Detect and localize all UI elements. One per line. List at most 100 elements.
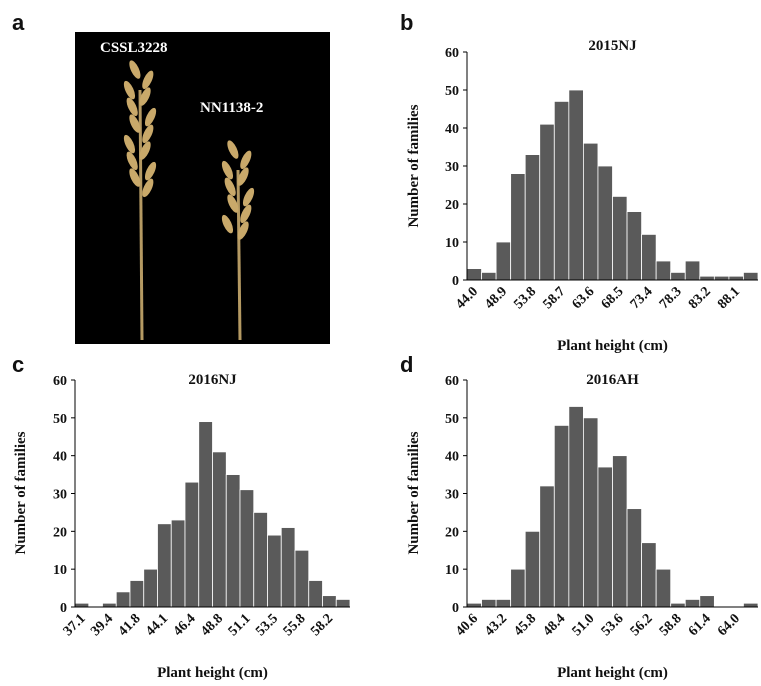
- bar: [157, 523, 172, 608]
- bar: [641, 542, 657, 608]
- x-tick-label: 56.2: [628, 611, 656, 639]
- bar: [583, 417, 599, 608]
- x-tick-label: 46.4: [171, 611, 199, 639]
- pod: [240, 150, 252, 170]
- bar: [184, 481, 200, 608]
- y-tick-label: 60: [53, 374, 67, 389]
- pod: [126, 97, 138, 117]
- x-tick-label: 58.7: [540, 284, 568, 312]
- bar: [322, 595, 337, 608]
- x-tick-label: 48.4: [540, 611, 568, 639]
- x-tick-label: 53.6: [599, 611, 627, 639]
- bar: [115, 591, 131, 608]
- y-tick-label: 60: [445, 374, 459, 389]
- bar: [612, 455, 628, 608]
- bar: [102, 602, 117, 608]
- y-tick-label: 40: [53, 450, 67, 465]
- bar: [225, 474, 241, 608]
- y-tick-label: 50: [53, 412, 67, 427]
- y-tick-label: 0: [452, 601, 459, 616]
- pod: [221, 214, 234, 234]
- plants: [123, 60, 255, 341]
- y-tick-label: 0: [60, 601, 67, 616]
- y-tick-label: 40: [445, 122, 459, 137]
- y-tick-label: 60: [445, 46, 459, 61]
- bar: [294, 549, 310, 608]
- pod: [227, 194, 239, 213]
- pod: [144, 161, 157, 181]
- bar: [553, 424, 570, 608]
- bar: [524, 154, 541, 281]
- bar: [466, 602, 482, 608]
- bar: [583, 142, 599, 281]
- pod: [129, 168, 141, 187]
- y-tick-label: 20: [445, 525, 459, 540]
- y-tick-label: 10: [445, 563, 459, 578]
- x-tick-label: 55.8: [281, 611, 309, 639]
- x-tick-label: 43.2: [482, 611, 510, 639]
- x-tick-label: 39.4: [88, 611, 116, 639]
- bar: [212, 451, 227, 608]
- pod: [123, 134, 136, 154]
- bar: [670, 271, 686, 281]
- x-axis-title: Plant height (cm): [157, 665, 268, 681]
- x-tick-label: 45.8: [511, 611, 539, 639]
- bar: [335, 599, 351, 608]
- bar: [253, 512, 268, 608]
- bar: [568, 406, 584, 608]
- y-tick-label: 10: [445, 236, 459, 251]
- x-tick-label: 58.8: [657, 611, 685, 639]
- panel-label: d: [400, 352, 413, 377]
- bar: [699, 275, 715, 281]
- y-tick-label: 30: [445, 160, 459, 175]
- bar: [728, 275, 744, 281]
- y-tick-label: 40: [445, 450, 459, 465]
- bar: [597, 466, 613, 608]
- y-tick-label: 20: [53, 525, 67, 540]
- pod: [129, 60, 141, 79]
- bar: [713, 275, 730, 281]
- bar: [143, 568, 158, 608]
- x-tick-label: 53.8: [511, 284, 539, 312]
- bar: [510, 568, 526, 608]
- x-tick-label: 68.5: [599, 284, 627, 312]
- bar: [612, 195, 628, 281]
- bar: [495, 599, 512, 608]
- bar: [481, 599, 497, 608]
- stem: [138, 89, 144, 341]
- bar: [239, 489, 255, 608]
- pod: [139, 87, 151, 106]
- pod: [237, 167, 249, 186]
- x-tick-label: 41.8: [116, 611, 144, 639]
- stem: [236, 169, 242, 341]
- pod: [227, 140, 239, 159]
- pod: [221, 160, 234, 180]
- pod: [142, 124, 154, 144]
- y-tick-label: 30: [53, 488, 67, 503]
- x-tick-label: 61.4: [686, 611, 714, 639]
- x-tick-label: 73.4: [628, 284, 656, 312]
- bar: [539, 485, 555, 608]
- pod: [224, 177, 236, 197]
- x-tick-label: 64.0: [715, 611, 743, 639]
- bar: [510, 173, 526, 281]
- y-axis-title: Number of families: [406, 104, 422, 227]
- x-tick-label: 51.1: [226, 611, 254, 639]
- x-tick-label: 44.1: [143, 611, 171, 639]
- y-tick-label: 10: [53, 563, 67, 578]
- bar: [568, 89, 584, 281]
- bar: [684, 260, 701, 281]
- x-tick-label: 53.5: [253, 611, 281, 639]
- x-tick-label: 63.6: [570, 284, 598, 312]
- x-tick-label: 51.0: [570, 611, 598, 639]
- pod: [142, 70, 154, 90]
- pod: [240, 204, 252, 224]
- pod: [142, 178, 154, 198]
- bar: [308, 580, 323, 608]
- x-tick-label: 88.1: [715, 284, 743, 312]
- bar: [655, 568, 672, 608]
- x-tick-label: 78.3: [657, 284, 685, 312]
- y-tick-label: 50: [445, 84, 459, 99]
- y-tick-label: 20: [445, 198, 459, 213]
- bar: [481, 271, 497, 281]
